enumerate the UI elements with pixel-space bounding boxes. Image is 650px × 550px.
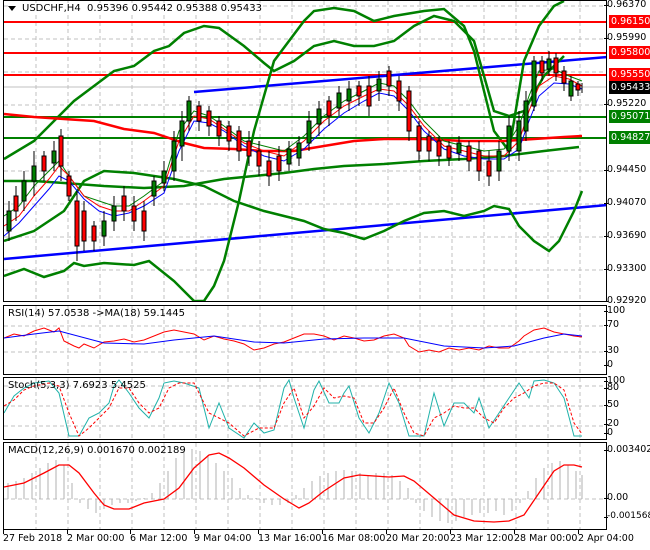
rsi-axis: 100 70 30 0 xyxy=(603,305,650,375)
price-tick: 0.93690 xyxy=(603,230,647,241)
ohlc-values: 0.95396 0.95442 0.95388 0.95433 xyxy=(87,3,262,14)
level-tag-support: 0.95071 xyxy=(609,110,650,123)
time-label: 6 Mar 12:00 xyxy=(130,530,188,544)
time-label: 9 Mar 04:00 xyxy=(194,530,252,544)
symbol-label: USDCHF,H4 xyxy=(22,3,81,14)
macd-panel[interactable]: MACD(12,26,9) 0.001670 0.002189 xyxy=(3,442,607,530)
macd-title: MACD(12,26,9) 0.001670 0.002189 xyxy=(8,445,186,456)
rsi-tick: 0 xyxy=(603,359,614,370)
price-tick: 0.95220 xyxy=(603,98,647,109)
time-label: 16 Mar 08:00 xyxy=(322,530,386,544)
time-axis[interactable]: 27 Feb 2018 2 Mar 00:00 6 Mar 12:00 9 Ma… xyxy=(0,530,650,550)
time-label: 27 Feb 2018 xyxy=(3,530,63,544)
macd-tick: 0.00 xyxy=(603,492,629,503)
price-axis[interactable]: 0.96370 0.95990 0.95220 0.94450 0.94070 … xyxy=(603,0,650,306)
rsi-tick: 100 xyxy=(603,305,626,316)
price-tick: 0.93300 xyxy=(603,263,647,274)
price-chart-panel[interactable]: USDCHF,H4 0.95396 0.95442 0.95388 0.9543… xyxy=(3,0,607,302)
chart-header: USDCHF,H4 0.95396 0.95442 0.95388 0.9543… xyxy=(8,3,262,14)
stochastic-canvas xyxy=(4,378,606,439)
time-label: 13 Mar 16:00 xyxy=(258,530,322,544)
macd-histogram xyxy=(7,449,583,523)
level-tag-resistance: 0.95550 xyxy=(609,68,650,81)
stochastic-panel[interactable]: Stoch(5,3,3) 7.6923 5.4525 xyxy=(3,377,607,440)
level-tag-resistance: 0.96150 xyxy=(609,15,650,28)
stoch-tick: 80 xyxy=(603,382,620,393)
time-label: 2 Mar 00:00 xyxy=(67,530,125,544)
time-label: 28 Mar 00:00 xyxy=(514,530,578,544)
price-tick: 0.94070 xyxy=(603,197,647,208)
rsi-title: RSI(14) 57.0538 ->MA(18) 59.1445 xyxy=(8,308,185,319)
price-tick: 0.94450 xyxy=(603,164,647,175)
level-tag-resistance: 0.95800 xyxy=(609,46,650,59)
rsi-tick: 30 xyxy=(603,345,620,356)
price-chart-canvas xyxy=(4,1,606,301)
rsi-tick: 70 xyxy=(603,319,620,330)
stoch-tick: 0 xyxy=(603,427,614,438)
macd-canvas xyxy=(4,443,606,529)
current-price-tag: 0.95433 xyxy=(609,81,650,94)
time-label: 20 Mar 20:00 xyxy=(386,530,450,544)
rsi-canvas xyxy=(4,306,606,374)
dropdown-triangle-icon[interactable] xyxy=(8,5,16,11)
macd-axis: 0.003402 0.00 -0.001568 xyxy=(603,442,650,530)
rsi-panel[interactable]: RSI(14) 57.0538 ->MA(18) 59.1445 xyxy=(3,305,607,375)
price-tick: 0.95990 xyxy=(603,32,647,43)
time-label: 23 Mar 12:00 xyxy=(450,530,514,544)
stoch-tick: 20 xyxy=(603,418,620,429)
stoch-tick: 100 xyxy=(603,375,626,386)
price-tick: 0.96370 xyxy=(603,0,647,10)
macd-tick: -0.001568 xyxy=(603,511,650,521)
time-label: 2 Apr 04:00 xyxy=(578,530,634,544)
macd-tick: 0.003402 xyxy=(603,444,650,455)
level-tag-support: 0.94827 xyxy=(609,131,650,144)
price-tick: 0.92920 xyxy=(603,295,647,306)
stochastic-axis: 100 80 50 20 0 xyxy=(603,375,650,440)
stoch-tick: 50 xyxy=(603,399,620,410)
stochastic-title: Stoch(5,3,3) 7.6923 5.4525 xyxy=(8,380,146,391)
